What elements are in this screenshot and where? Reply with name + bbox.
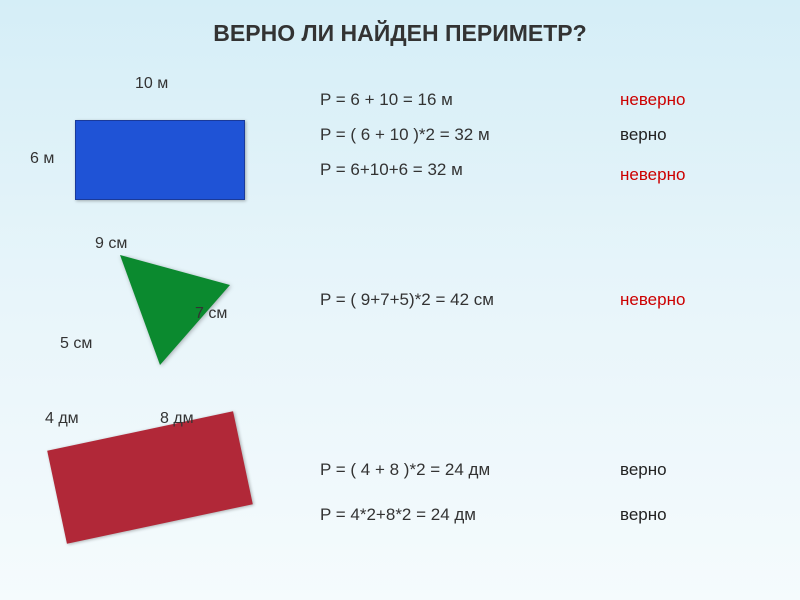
label-tri-a: 9 см [95, 235, 127, 253]
shape-blue-rectangle [75, 120, 245, 200]
formula-6: P = 4*2+8*2 = 24 дм [320, 505, 476, 525]
formula-4: P = ( 9+7+5)*2 = 42 см [320, 290, 494, 310]
formula-3: P = 6+10+6 = 32 м [320, 160, 463, 180]
page-title: ВЕРНО ЛИ НАЙДЕН ПЕРИМЕТР? [0, 20, 800, 47]
formula-2: P = ( 6 + 10 )*2 = 32 м [320, 125, 490, 145]
verdict-3: неверно [620, 165, 685, 185]
formula-5: P = ( 4 + 8 )*2 = 24 дм [320, 460, 490, 480]
label-red-left: 4 дм [45, 410, 79, 428]
label-blue-top: 10 м [135, 75, 168, 93]
verdict-1: неверно [620, 90, 685, 110]
formula-1: P = 6 + 10 = 16 м [320, 90, 453, 110]
label-blue-left: 6 м [30, 150, 54, 168]
verdict-5: верно [620, 460, 667, 480]
label-red-right: 8 дм [160, 410, 194, 428]
verdict-2: верно [620, 125, 667, 145]
verdict-4: неверно [620, 290, 685, 310]
label-tri-c: 5 см [60, 335, 92, 353]
verdict-6: верно [620, 505, 667, 525]
label-tri-b: 7 см [195, 305, 227, 323]
shape-red-rectangle [47, 411, 253, 543]
